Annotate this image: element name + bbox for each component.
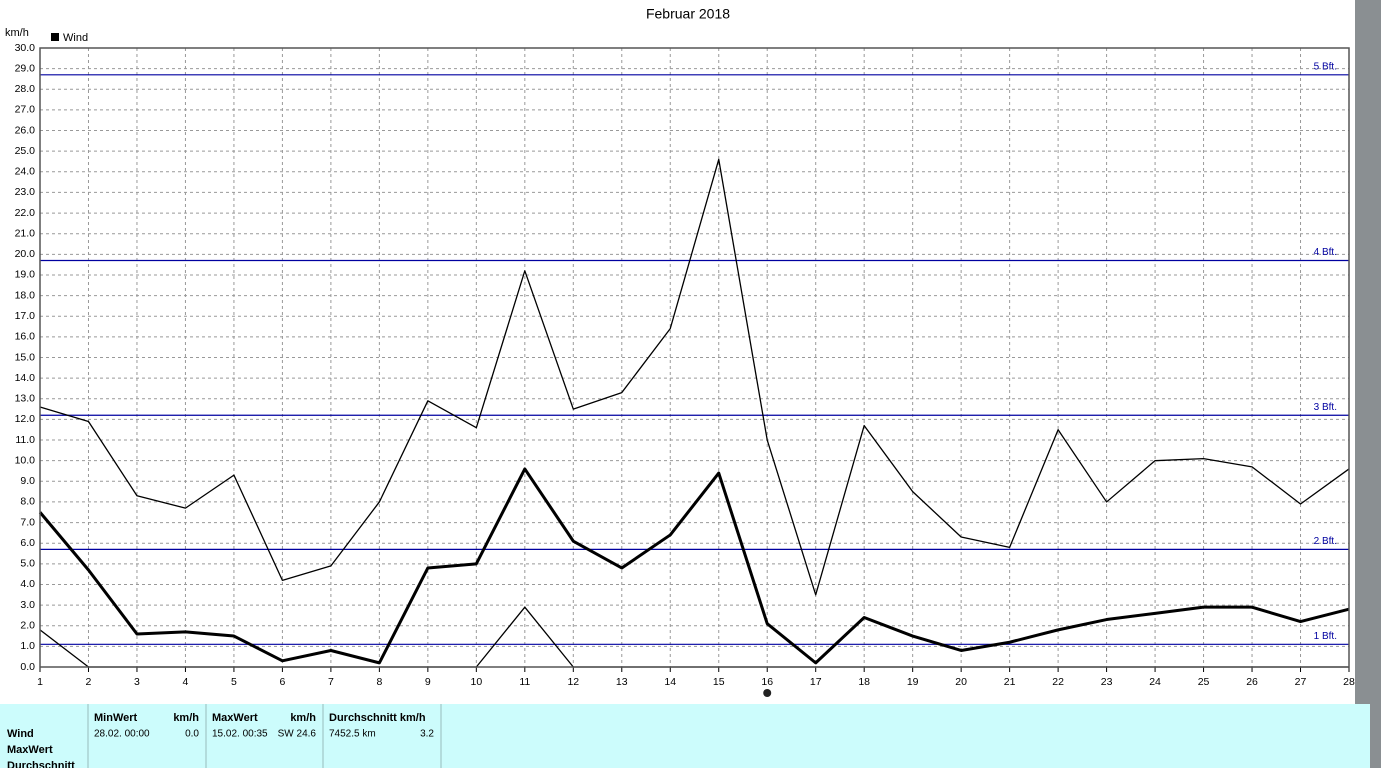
data-line bbox=[39, 158, 1350, 596]
y-axis-label: km/h bbox=[5, 27, 29, 39]
col-value: 3.2 bbox=[420, 729, 434, 740]
bft-label: 1 Bft. bbox=[1314, 631, 1337, 642]
bft-label: 2 Bft. bbox=[1314, 536, 1337, 547]
col-value: SW 24.6 bbox=[278, 729, 317, 740]
col-date: 15.02. 00:35 bbox=[212, 729, 268, 740]
x-tick-label: 3 bbox=[134, 676, 140, 688]
info-panel bbox=[0, 704, 1370, 768]
x-tick-label: 10 bbox=[470, 676, 482, 688]
x-tick-label: 19 bbox=[907, 676, 919, 688]
today-marker bbox=[763, 689, 772, 697]
side-strip bbox=[1355, 0, 1381, 768]
x-tick-label: 6 bbox=[279, 676, 285, 688]
y-tick-label: 6.0 bbox=[20, 537, 35, 549]
data-line bbox=[38, 467, 1350, 665]
legend-label: Wind bbox=[63, 32, 88, 44]
x-tick-label: 25 bbox=[1198, 676, 1210, 688]
y-tick-label: 19.0 bbox=[15, 269, 36, 281]
bft-label: 4 Bft. bbox=[1314, 247, 1337, 258]
y-tick-label: 4.0 bbox=[20, 578, 35, 590]
col-header: MinWert bbox=[94, 712, 138, 724]
y-tick-label: 8.0 bbox=[20, 496, 35, 508]
y-tick-label: 11.0 bbox=[15, 434, 35, 446]
x-tick-label: 18 bbox=[858, 676, 870, 688]
x-tick-label: 21 bbox=[1004, 676, 1016, 688]
y-tick-label: 13.0 bbox=[15, 393, 36, 405]
y-tick-label: 30.0 bbox=[15, 42, 36, 54]
y-tick-label: 14.0 bbox=[15, 372, 36, 384]
row-label: Durchschnitt bbox=[7, 760, 75, 768]
bft-label: 5 Bft. bbox=[1314, 61, 1337, 72]
y-tick-label: 21.0 bbox=[15, 227, 36, 239]
x-tick-label: 11 bbox=[519, 676, 530, 688]
y-tick-label: 27.0 bbox=[15, 104, 36, 116]
y-tick-label: 24.0 bbox=[15, 166, 36, 178]
y-tick-label: 16.0 bbox=[15, 331, 36, 343]
x-tick-label: 23 bbox=[1101, 676, 1113, 688]
plot-frame bbox=[39, 47, 1350, 668]
x-tick-label: 12 bbox=[567, 676, 579, 688]
row-label: MaxWert bbox=[7, 744, 53, 756]
row-label: Wind bbox=[7, 728, 34, 740]
x-tick-label: 4 bbox=[183, 676, 189, 688]
y-tick-label: 28.0 bbox=[15, 83, 36, 95]
x-tick-label: 1 bbox=[37, 676, 43, 688]
x-tick-label: 13 bbox=[616, 676, 628, 688]
col-date: 28.02. 00:00 bbox=[94, 729, 150, 740]
x-tick-label: 8 bbox=[376, 676, 382, 688]
col-unit: km/h bbox=[173, 712, 199, 724]
y-tick-label: 7.0 bbox=[20, 516, 35, 528]
y-tick-label: 1.0 bbox=[20, 640, 35, 652]
legend-swatch bbox=[51, 33, 59, 41]
x-tick-label: 14 bbox=[664, 676, 676, 688]
x-tick-label: 7 bbox=[328, 676, 334, 688]
x-tick-label: 28 bbox=[1343, 676, 1355, 688]
x-tick-label: 2 bbox=[86, 676, 92, 688]
y-tick-label: 22.0 bbox=[15, 207, 36, 219]
y-tick-label: 2.0 bbox=[20, 620, 35, 632]
col-unit: km/h bbox=[290, 712, 316, 724]
y-tick-label: 12.0 bbox=[15, 413, 36, 425]
col-value: 0.0 bbox=[185, 729, 199, 740]
y-tick-label: 23.0 bbox=[15, 186, 36, 198]
col-header: MaxWert bbox=[212, 712, 258, 724]
x-tick-label: 26 bbox=[1246, 676, 1258, 688]
col-date: 7452.5 km bbox=[329, 729, 376, 740]
y-tick-label: 25.0 bbox=[15, 145, 36, 157]
y-tick-label: 9.0 bbox=[20, 475, 35, 487]
y-tick-label: 10.0 bbox=[15, 454, 36, 466]
y-tick-label: 26.0 bbox=[15, 124, 36, 136]
y-tick-label: 17.0 bbox=[15, 310, 36, 322]
x-tick-label: 16 bbox=[761, 676, 773, 688]
chart-title: Februar 2018 bbox=[646, 6, 730, 22]
y-tick-label: 5.0 bbox=[20, 558, 35, 570]
y-tick-label: 15.0 bbox=[15, 351, 36, 363]
y-tick-label: 29.0 bbox=[15, 62, 36, 74]
y-tick-label: 18.0 bbox=[15, 289, 36, 301]
y-tick-label: 20.0 bbox=[15, 248, 36, 260]
x-tick-label: 9 bbox=[425, 676, 431, 688]
y-tick-label: 0.0 bbox=[20, 661, 35, 673]
bft-label: 3 Bft. bbox=[1314, 402, 1337, 413]
col-header: Durchschnitt km/h bbox=[329, 712, 426, 724]
x-tick-label: 27 bbox=[1295, 676, 1307, 688]
x-tick-label: 20 bbox=[955, 676, 967, 688]
x-tick-label: 17 bbox=[810, 676, 822, 688]
x-tick-label: 24 bbox=[1149, 676, 1161, 688]
x-tick-label: 5 bbox=[231, 676, 237, 688]
x-tick-label: 22 bbox=[1052, 676, 1064, 688]
y-tick-label: 3.0 bbox=[20, 599, 35, 611]
x-tick-label: 15 bbox=[713, 676, 725, 688]
